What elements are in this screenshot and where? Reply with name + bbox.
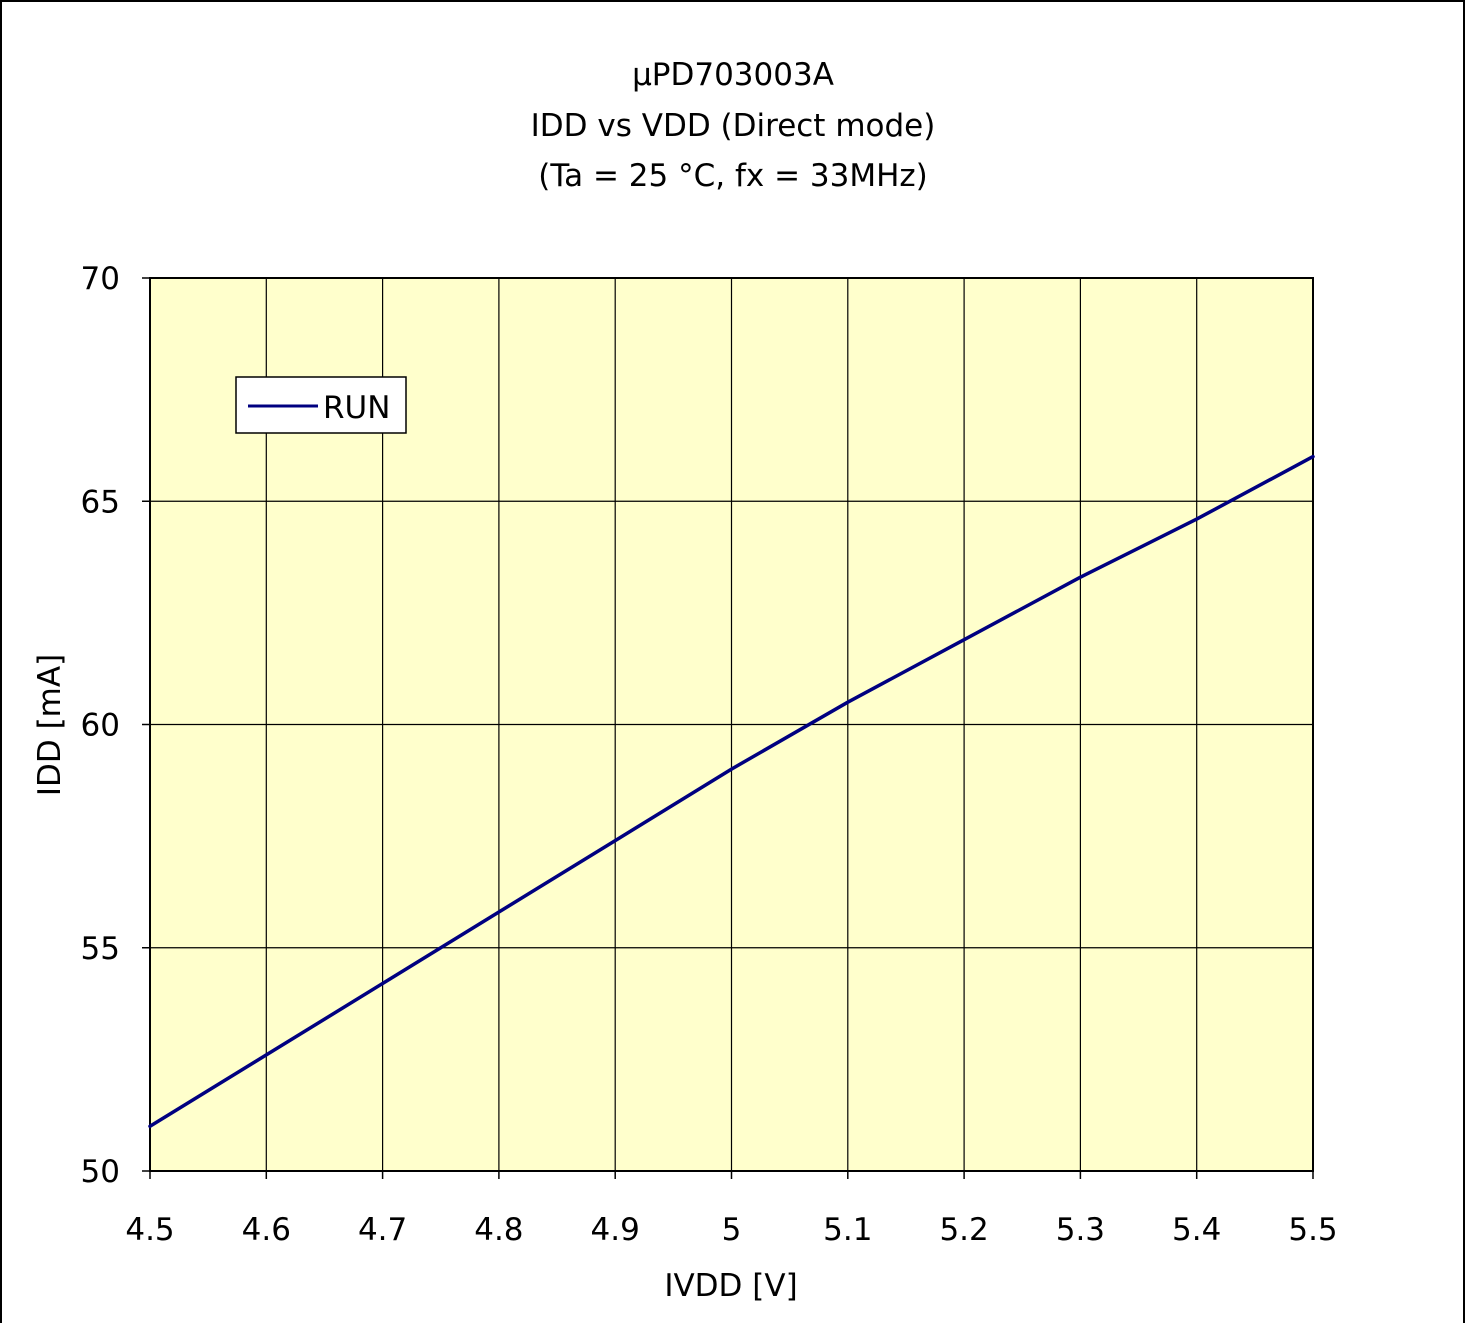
series-line-run — [148, 454, 1315, 1129]
legend-label-run: RUN — [323, 390, 390, 426]
y-tick-label: 60 — [81, 708, 120, 744]
legend: RUN — [235, 376, 407, 434]
chart-title-line-3: (Ta = 25 °C, fx = 33MHz) — [538, 158, 928, 194]
x-tick-label: 4.7 — [358, 1212, 407, 1248]
series-layer — [148, 454, 1315, 1129]
y-tick-label: 55 — [81, 931, 120, 967]
x-tick-label: 5.2 — [939, 1212, 988, 1248]
x-tick-label: 5.5 — [1288, 1212, 1337, 1248]
chart-title-line-1: μPD703003A — [632, 57, 834, 93]
y-axis-label: IDD [mA] — [32, 654, 68, 796]
x-tick-label: 5.1 — [823, 1212, 872, 1248]
legend-box — [235, 376, 407, 434]
x-tick-label: 4.8 — [474, 1212, 523, 1248]
x-tick-label: 5.3 — [1056, 1212, 1105, 1248]
x-tick-labels: 4.5 4.6 4.7 4.8 4.9 5 5.1 5.2 5.3 5.4 5.5 — [125, 1212, 1337, 1248]
chart-title-line-2: IDD vs VDD (Direct mode) — [531, 108, 936, 144]
x-tick-label: 4.5 — [125, 1212, 174, 1248]
x-tick-label: 5 — [722, 1212, 742, 1248]
y-tick-label: 70 — [81, 261, 120, 297]
y-tick-labels: 50 55 60 65 70 — [81, 261, 120, 1190]
y-tick-label: 50 — [81, 1154, 120, 1190]
x-tick-label: 5.4 — [1172, 1212, 1221, 1248]
x-axis-label: IVDD [V] — [664, 1268, 797, 1304]
x-tick-label: 4.6 — [242, 1212, 291, 1248]
x-tick-label: 4.9 — [591, 1212, 640, 1248]
plot-border — [149, 277, 1314, 1172]
y-tick-label: 65 — [81, 484, 120, 520]
